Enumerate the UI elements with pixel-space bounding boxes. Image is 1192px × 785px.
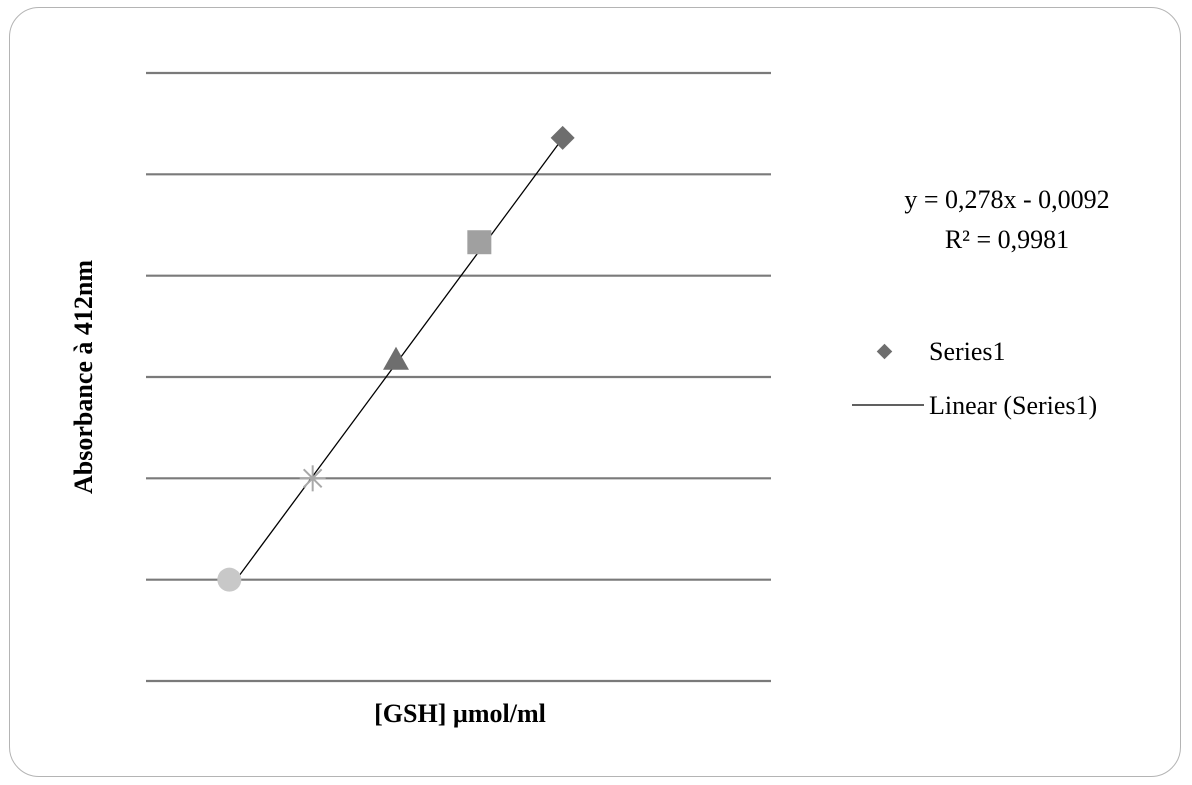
gridlines (146, 71, 771, 683)
legend: Series1 Linear (Series1) (852, 337, 1097, 420)
data-point-star (299, 465, 326, 492)
data-point-diamond (550, 125, 575, 150)
data-point-circle (217, 567, 242, 592)
legend-marker-series1 (876, 343, 893, 360)
data-point-square (467, 230, 492, 255)
trendline-equation: y = 0,278x - 0,0092 (904, 185, 1109, 214)
chart-frame (9, 7, 1181, 777)
legend-label-trendline: Linear (Series1) (929, 391, 1097, 420)
legend-label-series1: Series1 (929, 337, 1006, 366)
y-axis-title: Absorbance à 412nm (69, 260, 98, 494)
data-points (217, 125, 575, 592)
data-point-triangle (383, 346, 409, 370)
trendline-r-squared: R² = 0,9981 (945, 225, 1069, 254)
x-axis-title: [GSH] µmol/ml (374, 699, 546, 728)
